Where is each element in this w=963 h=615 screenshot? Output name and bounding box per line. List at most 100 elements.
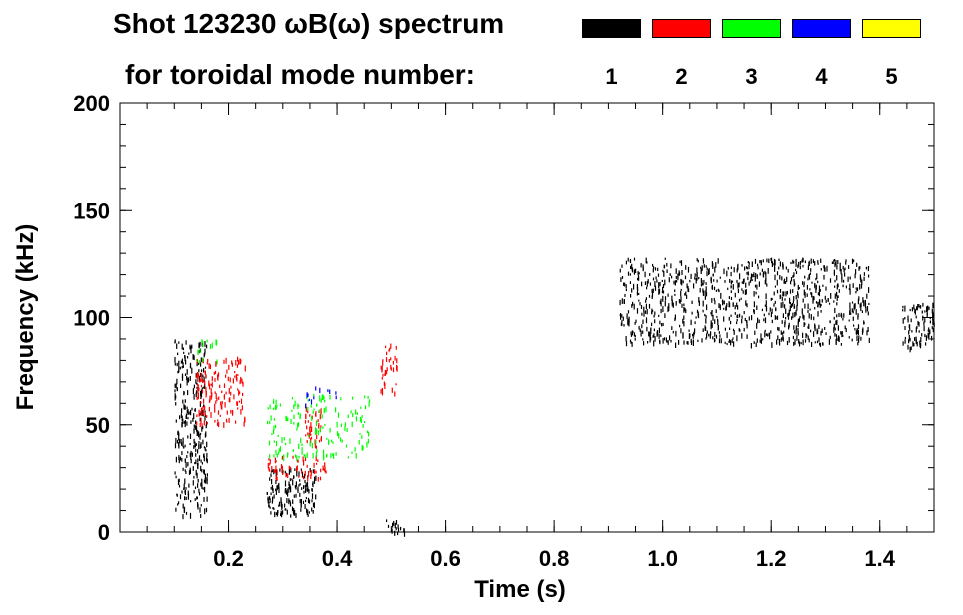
spectrum-point — [654, 285, 657, 291]
spectrum-point — [723, 300, 725, 305]
spectrum-point — [671, 299, 673, 305]
spectrum-point — [851, 258, 854, 264]
spectrum-point — [630, 341, 632, 344]
spectrum-point — [755, 342, 757, 347]
spectrum-point — [622, 316, 624, 321]
spectrum-point — [761, 268, 763, 272]
spectrum-point — [323, 469, 326, 472]
spectrum-point — [197, 387, 199, 393]
spectrum-point — [852, 283, 854, 288]
spectrum-point — [298, 475, 300, 478]
spectrum-point — [753, 341, 755, 344]
spectrum-point — [820, 268, 822, 271]
spectrum-point — [199, 360, 201, 365]
spectrum-point — [788, 312, 790, 317]
spectrum-point — [314, 469, 316, 474]
spectrum-point — [205, 424, 207, 429]
spectrum-point — [301, 487, 303, 490]
spectrum-point — [904, 326, 906, 330]
spectrum-point — [741, 264, 743, 267]
spectrum-point — [311, 499, 313, 503]
spectrum-point — [907, 315, 909, 320]
spectrum-point — [307, 410, 309, 414]
spectrum-point — [204, 477, 206, 484]
spectrum-point — [272, 429, 275, 433]
spectrum-point — [724, 280, 726, 283]
spectrum-point — [793, 303, 795, 309]
spectrum-point — [299, 499, 301, 504]
spectrum-point — [837, 283, 839, 288]
spectrum-point — [733, 330, 735, 335]
spectrum-point — [662, 284, 665, 288]
spectrum-point — [199, 413, 201, 416]
spectrum-point — [286, 416, 288, 422]
spectrum-point — [310, 399, 313, 405]
spectrum-point — [225, 357, 227, 364]
spectrum-point — [845, 261, 847, 265]
spectrum-point — [272, 496, 274, 502]
spectrum-point — [272, 507, 274, 510]
spectrum-point — [739, 273, 741, 280]
spectrum-point — [269, 421, 271, 425]
spectrum-point — [268, 467, 270, 471]
spectrum-point — [823, 274, 825, 280]
spectrum-point — [702, 290, 704, 296]
spectrum-point — [340, 437, 342, 442]
spectrum-point — [332, 453, 334, 457]
spectrum-point — [834, 327, 836, 331]
spectrum-point — [181, 457, 183, 462]
spectrum-point — [182, 399, 184, 404]
spectrum-point — [191, 407, 193, 411]
spectrum-point — [651, 290, 654, 297]
chart-title-line-1: Shot 123230 ωB(ω) spectrum — [113, 8, 505, 39]
spectrum-point — [189, 443, 191, 446]
spectrum-point — [660, 308, 662, 314]
spectrum-point — [813, 331, 815, 337]
spectrum-point — [625, 288, 627, 292]
spectrum-point — [238, 389, 240, 396]
spectrum-point — [738, 328, 740, 332]
spectrum-point — [732, 328, 735, 331]
spectrum-point — [231, 360, 233, 365]
spectrum-point — [829, 320, 831, 324]
spectrum-point — [784, 322, 786, 328]
spectrum-point — [915, 327, 917, 333]
spectrum-point — [645, 303, 647, 309]
spectrum-point — [842, 284, 844, 288]
spectrum-point — [277, 484, 279, 490]
spectrum-point — [320, 408, 322, 415]
spectrum-point — [775, 316, 777, 320]
spectrum-point — [223, 395, 225, 400]
spectrum-point — [221, 390, 223, 394]
spectrum-point — [325, 407, 327, 410]
spectrum-point — [270, 473, 272, 478]
spectrum-point — [648, 294, 651, 298]
spectrum-point — [354, 447, 356, 452]
spectrum-point — [756, 284, 758, 290]
spectrum-point — [312, 469, 314, 474]
spectrum-point — [661, 279, 663, 282]
spectrum-point — [776, 279, 778, 286]
spectrum-point — [278, 448, 280, 453]
spectrum-point — [702, 328, 704, 332]
spectrum-point — [278, 482, 280, 489]
spectrum-point — [197, 392, 199, 399]
spectrum-point — [690, 338, 692, 343]
spectrum-point — [188, 352, 190, 355]
spectrum-point — [807, 265, 809, 270]
spectrum-point — [271, 479, 273, 485]
spectrum-point — [631, 304, 633, 308]
spectrum-point — [381, 377, 383, 380]
spectrum-point — [796, 301, 798, 307]
spectrum-point — [745, 289, 747, 295]
spectrum-point — [728, 296, 730, 300]
spectrum-point — [646, 261, 648, 264]
spectrum-point — [696, 272, 698, 277]
mode-1-region-1 — [266, 467, 317, 518]
spectrum-point — [323, 449, 325, 455]
spectrum-point — [194, 441, 196, 448]
spectrum-point — [642, 319, 644, 324]
spectrum-point — [311, 426, 313, 433]
spectrum-point — [849, 302, 851, 309]
